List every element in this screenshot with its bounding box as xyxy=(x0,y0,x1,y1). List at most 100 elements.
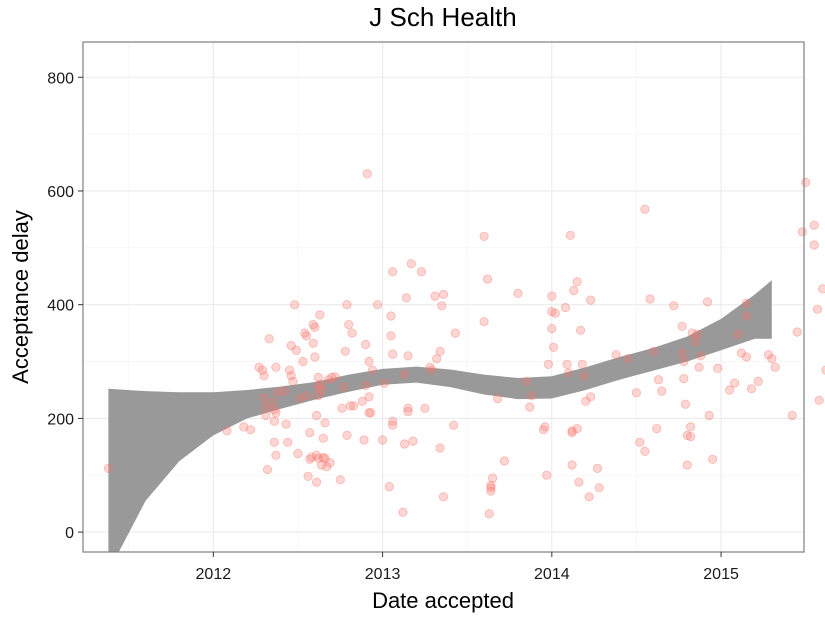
data-point xyxy=(479,231,489,241)
data-point xyxy=(259,371,269,381)
data-point xyxy=(279,386,289,396)
data-point xyxy=(586,295,596,305)
data-point xyxy=(272,388,283,398)
data-point xyxy=(267,397,278,408)
data-point xyxy=(560,302,571,313)
data-point xyxy=(306,452,317,462)
y-tick-label: 0 xyxy=(65,525,74,542)
data-point xyxy=(372,300,383,310)
data-point xyxy=(313,372,323,383)
axes: 0 200 400 600 800 2012 2013 2014 2015 xyxy=(47,70,739,583)
data-point xyxy=(359,435,369,445)
data-point xyxy=(271,362,281,372)
data-point xyxy=(427,365,437,375)
data-point xyxy=(691,336,701,347)
data-point xyxy=(569,285,579,296)
data-point xyxy=(103,463,114,473)
data-point xyxy=(680,399,691,409)
data-point xyxy=(420,403,430,413)
data-point xyxy=(677,348,687,358)
data-point xyxy=(338,382,349,392)
data-point xyxy=(367,365,377,375)
data-point xyxy=(305,454,315,464)
data-point xyxy=(547,291,557,301)
data-point xyxy=(565,230,576,240)
data-point xyxy=(257,365,267,375)
data-point xyxy=(682,430,692,440)
data-point xyxy=(652,423,662,434)
data-point xyxy=(318,452,328,463)
data-point xyxy=(262,464,273,475)
data-point xyxy=(386,331,396,341)
data-point xyxy=(269,437,279,447)
data-point xyxy=(707,454,718,464)
x-tick-label: 2014 xyxy=(534,566,570,583)
data-point xyxy=(323,375,333,385)
data-point xyxy=(403,406,413,417)
data-point xyxy=(408,436,418,446)
data-point xyxy=(305,427,315,438)
data-point xyxy=(572,423,582,434)
data-point xyxy=(770,362,780,372)
data-point xyxy=(430,291,440,301)
data-point xyxy=(313,382,323,392)
data-point xyxy=(269,416,279,426)
data-point xyxy=(325,458,335,468)
data-point xyxy=(294,393,305,404)
data-point xyxy=(486,486,496,496)
data-point xyxy=(499,456,509,466)
data-point xyxy=(301,331,311,341)
data-point xyxy=(564,368,574,378)
data-point xyxy=(746,384,757,394)
data-point xyxy=(269,405,279,415)
data-point xyxy=(741,298,752,309)
data-point xyxy=(315,310,325,320)
x-axis-title: Date accepted xyxy=(372,588,514,613)
data-point xyxy=(648,346,659,356)
data-point xyxy=(311,410,322,421)
data-point xyxy=(310,322,320,332)
data-point xyxy=(540,422,550,432)
data-point xyxy=(679,373,689,384)
data-point xyxy=(818,284,825,294)
data-point xyxy=(357,396,367,406)
data-point xyxy=(291,345,301,355)
data-point xyxy=(679,356,689,367)
data-point xyxy=(792,327,802,337)
y-axis-title: Acceptance delay xyxy=(8,210,33,384)
data-point xyxy=(814,395,824,405)
data-point xyxy=(384,481,394,492)
data-point xyxy=(347,328,357,338)
data-point xyxy=(377,435,388,445)
data-point xyxy=(435,443,445,453)
data-point xyxy=(581,396,591,406)
data-point xyxy=(308,338,318,348)
data-point xyxy=(493,393,503,404)
data-point xyxy=(635,437,645,447)
x-tick-label: 2012 xyxy=(196,566,232,583)
data-point xyxy=(327,372,337,383)
data-point xyxy=(399,439,410,449)
x-tick-label: 2013 xyxy=(365,566,401,583)
smooth-band xyxy=(108,280,772,552)
y-tick-label: 800 xyxy=(47,70,74,87)
data-point xyxy=(288,376,298,386)
data-point xyxy=(801,177,811,187)
data-point xyxy=(254,362,264,372)
data-point xyxy=(682,460,692,470)
data-point xyxy=(403,351,413,361)
data-point xyxy=(388,420,398,430)
data-point xyxy=(631,388,642,398)
data-point xyxy=(259,393,269,403)
data-point xyxy=(702,297,713,307)
data-point xyxy=(797,227,807,237)
data-point xyxy=(645,294,655,304)
y-tick-label: 200 xyxy=(47,411,74,428)
data-point xyxy=(330,372,340,382)
data-point xyxy=(677,321,687,331)
data-point xyxy=(360,339,371,350)
data-point xyxy=(342,430,352,440)
data-point xyxy=(246,425,256,435)
data-points xyxy=(103,169,825,519)
data-point xyxy=(386,311,396,321)
